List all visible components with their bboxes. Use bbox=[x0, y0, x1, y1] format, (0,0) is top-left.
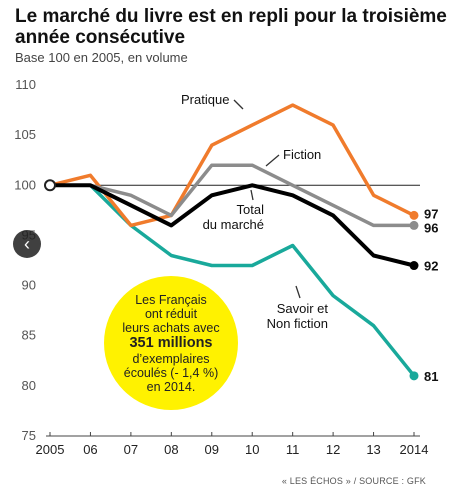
y-tick-label: 75 bbox=[22, 428, 36, 443]
y-tick-label: 80 bbox=[22, 378, 36, 393]
callout-line-5: écoulés (- 1,4 %) bbox=[123, 365, 219, 380]
series-label-savoir-line-2: Non fiction bbox=[267, 316, 328, 331]
leader-line-pratique bbox=[233, 99, 244, 110]
series-end-marker bbox=[409, 210, 419, 220]
previous-arrow-icon[interactable]: ‹ bbox=[13, 230, 41, 258]
y-tick-label: 100 bbox=[14, 177, 36, 192]
x-tick-label: 2014 bbox=[400, 442, 429, 457]
x-tick-label: 11 bbox=[286, 442, 300, 457]
series-label-savoir-line-1: Savoir et bbox=[277, 301, 329, 316]
chart-subtitle: Base 100 en 2005, en volume bbox=[15, 50, 188, 65]
start-point-marker bbox=[44, 179, 56, 192]
series-end-value-label: 97 bbox=[424, 206, 438, 221]
series-label-total-line-1: Total bbox=[237, 202, 265, 217]
y-tick-label: 85 bbox=[22, 328, 36, 343]
series-line-savoir-et-non-fiction bbox=[48, 183, 416, 378]
series-end-value-label: 96 bbox=[424, 220, 438, 235]
callout-line-2: ont réduit bbox=[144, 306, 198, 321]
x-tick-label: 06 bbox=[83, 442, 97, 457]
series-end-value-label: 92 bbox=[424, 259, 438, 274]
series-end-marker bbox=[409, 220, 419, 230]
x-tick-label: 10 bbox=[245, 442, 259, 457]
x-tick-label: 13 bbox=[366, 442, 380, 457]
y-tick-label: 90 bbox=[22, 278, 36, 293]
callout-line-1: Les Français bbox=[135, 292, 207, 307]
x-tick-label: 2005 bbox=[36, 442, 65, 457]
callout-line-3: leurs achats avec bbox=[122, 320, 220, 335]
callout-line-4: d’exemplaires bbox=[132, 351, 210, 366]
leader-line-savoir bbox=[295, 285, 301, 299]
callout-line-6: en 2014. bbox=[146, 379, 196, 394]
series-end-value-label: 81 bbox=[424, 369, 438, 384]
series-line-total-du-march- bbox=[48, 183, 416, 268]
series-line-fiction bbox=[48, 163, 416, 228]
x-tick-label: 07 bbox=[124, 442, 138, 457]
x-tick-label: 08 bbox=[164, 442, 178, 457]
series-label-fiction: Fiction bbox=[283, 147, 321, 162]
series-end-marker bbox=[409, 261, 419, 271]
callout-bubble: Les Français ont réduit leurs achats ave… bbox=[104, 276, 238, 410]
series-end-marker bbox=[409, 371, 419, 381]
leader-line-total bbox=[250, 189, 254, 201]
x-tick-label: 09 bbox=[205, 442, 219, 457]
source-credit: « LES ÉCHOS » / SOURCE : GFK bbox=[281, 476, 426, 486]
series-line-pratique bbox=[48, 103, 416, 228]
leader-line-fiction bbox=[265, 154, 280, 167]
chart-title: Le marché du livre est en repli pour la … bbox=[15, 6, 447, 48]
y-tick-label: 105 bbox=[14, 127, 36, 142]
y-tick-label: 110 bbox=[15, 77, 36, 92]
series-label-total-line-2: du marché bbox=[203, 217, 264, 232]
callout-highlight: 351 millions bbox=[129, 334, 213, 351]
series-label-pratique: Pratique bbox=[181, 92, 229, 107]
x-tick-label: 12 bbox=[326, 442, 340, 457]
